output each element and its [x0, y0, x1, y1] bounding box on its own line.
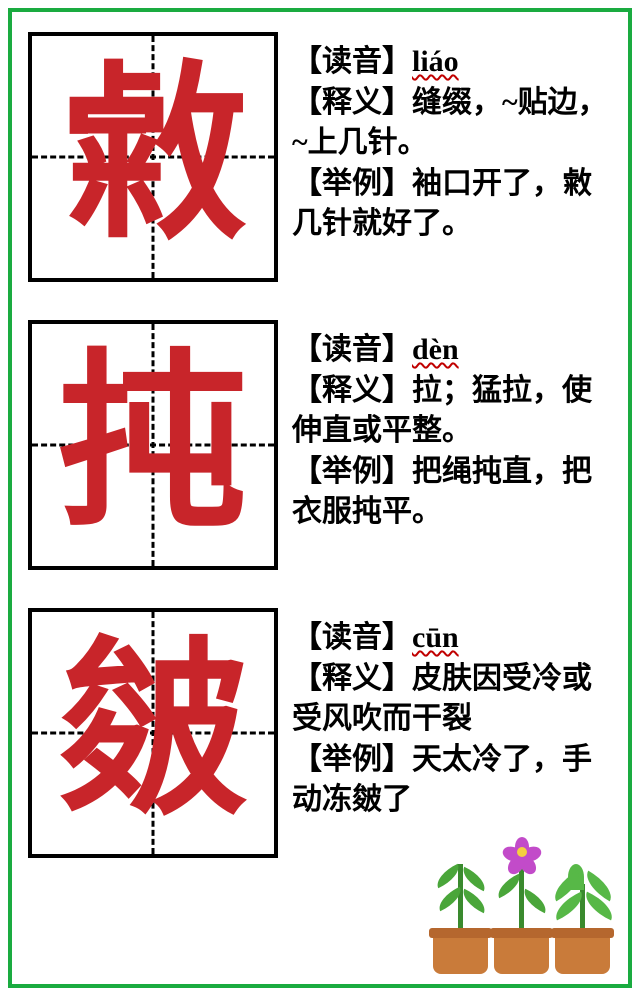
entry-row: 敹 【读音】liáo 【释义】缝缀，~贴边，~上几针。 【举例】袖口开了，敹几针… — [28, 32, 608, 282]
character-glyph: 扽 — [58, 350, 248, 540]
character-grid-box: 皴 — [28, 608, 278, 858]
potted-flower-icon — [494, 844, 549, 974]
green-frame: 敹 【读音】liáo 【释义】缝缀，~贴边，~上几针。 【举例】袖口开了，敹几针… — [8, 8, 632, 988]
pronunciation-label: 【读音】 — [292, 45, 412, 78]
definition-label: 【释义】 — [292, 662, 412, 695]
potted-plant-icon — [433, 864, 488, 974]
pronunciation-label: 【读音】 — [292, 333, 412, 366]
definition-label: 【释义】 — [292, 86, 412, 119]
entry-description: 【读音】cūn 【释义】皮肤因受冷或受风吹而干裂 【举例】天太冷了，手动冻皴了 — [292, 608, 608, 821]
character-glyph: 敹 — [58, 62, 248, 252]
pinyin-text: cūn — [412, 621, 459, 654]
entry-row: 皴 【读音】cūn 【释义】皮肤因受冷或受风吹而干裂 【举例】天太冷了，手动冻皴… — [28, 608, 608, 858]
pinyin-text: dèn — [412, 333, 459, 366]
example-label: 【举例】 — [292, 455, 412, 488]
character-glyph: 皴 — [58, 638, 248, 828]
example-label: 【举例】 — [292, 167, 412, 200]
entry-description: 【读音】liáo 【释义】缝缀，~贴边，~上几针。 【举例】袖口开了，敹几针就好… — [292, 32, 608, 245]
character-grid-box: 扽 — [28, 320, 278, 570]
example-label: 【举例】 — [292, 743, 412, 776]
entry-description: 【读音】dèn 【释义】拉；猛拉，使伸直或平整。 【举例】把绳扽直，把衣服扽平。 — [292, 320, 608, 533]
potted-plant-icon — [555, 884, 610, 974]
character-grid-box: 敹 — [28, 32, 278, 282]
pronunciation-label: 【读音】 — [292, 621, 412, 654]
pinyin-text: liáo — [412, 45, 459, 78]
definition-label: 【释义】 — [292, 374, 412, 407]
entry-row: 扽 【读音】dèn 【释义】拉；猛拉，使伸直或平整。 【举例】把绳扽直，把衣服扽… — [28, 320, 608, 570]
plant-decoration — [433, 844, 610, 974]
